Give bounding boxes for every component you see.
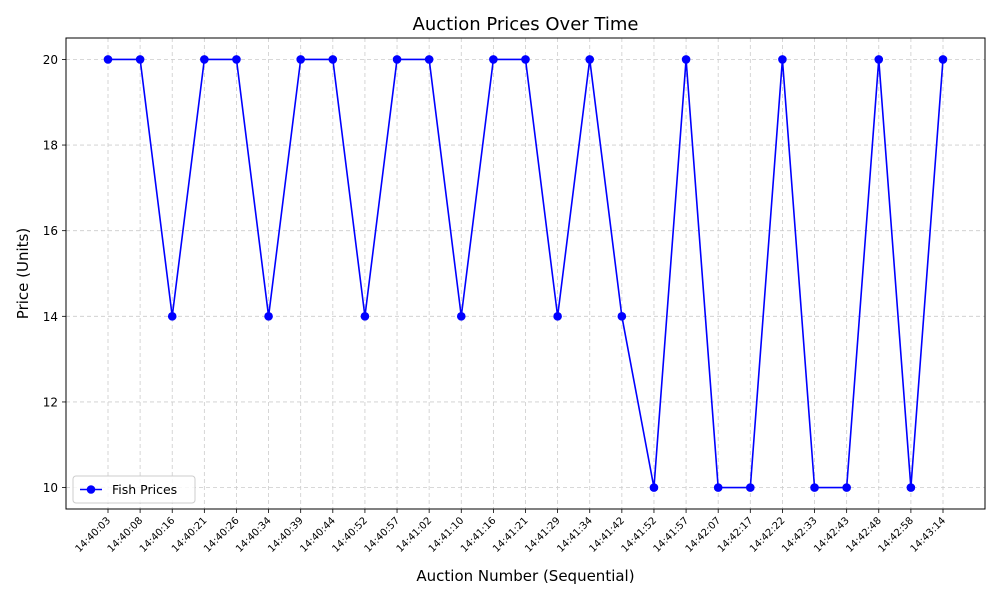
data-point xyxy=(810,483,819,492)
data-point xyxy=(103,55,113,64)
legend-box xyxy=(72,475,196,504)
data-point xyxy=(681,55,691,64)
y-axis-label: Price (Units) xyxy=(14,228,32,319)
data-point xyxy=(778,55,787,64)
data-point xyxy=(232,55,241,64)
data-point xyxy=(553,312,562,321)
data-point xyxy=(617,312,627,321)
data-point xyxy=(746,483,755,492)
data-point xyxy=(489,55,498,64)
data-point xyxy=(424,55,434,64)
y-tick-label: 10 xyxy=(43,481,58,495)
data-point xyxy=(521,55,530,64)
y-tick-label: 16 xyxy=(43,224,58,238)
data-point xyxy=(328,55,338,64)
legend-label: Fish Prices xyxy=(112,482,177,497)
data-point xyxy=(649,483,659,492)
y-tick-label: 12 xyxy=(43,395,58,409)
data-point xyxy=(938,55,948,64)
y-tick-label: 20 xyxy=(43,53,58,67)
data-point xyxy=(392,55,402,64)
y-tick-label: 14 xyxy=(43,310,58,324)
series-layer xyxy=(103,55,948,492)
data-point xyxy=(456,312,466,321)
legend: Fish Prices xyxy=(72,475,196,504)
data-point xyxy=(585,55,595,64)
data-point xyxy=(906,483,916,492)
data-point xyxy=(167,312,177,321)
legend-marker-sample xyxy=(86,485,96,494)
data-point xyxy=(713,483,723,492)
data-point xyxy=(842,483,851,492)
data-point xyxy=(360,312,370,321)
data-point xyxy=(200,55,209,64)
data-point xyxy=(264,312,273,321)
x-axis-label: Auction Number (Sequential) xyxy=(416,567,634,585)
y-tick-label: 18 xyxy=(43,139,58,153)
grid xyxy=(66,38,985,509)
data-point xyxy=(135,55,145,64)
y-axis: 10 12 14 16 18 20 xyxy=(43,53,66,495)
chart-title: Auction Prices Over Time xyxy=(413,14,639,35)
data-point xyxy=(296,55,305,64)
data-point xyxy=(874,55,884,64)
